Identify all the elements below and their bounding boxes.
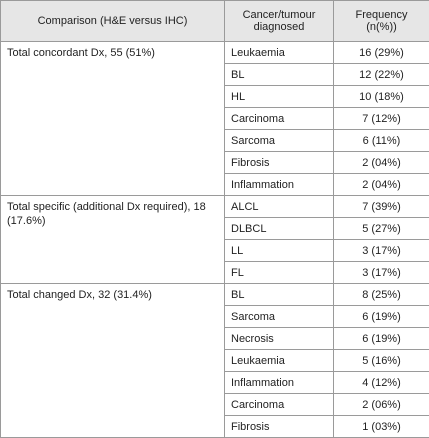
- diagnosis-cell: Carcinoma: [225, 108, 334, 130]
- frequency-cell: 2 (06%): [334, 394, 429, 416]
- frequency-cell: 2 (04%): [334, 152, 429, 174]
- frequency-cell: 3 (17%): [334, 240, 429, 262]
- diagnosis-cell: HL: [225, 86, 334, 108]
- frequency-cell: 2 (04%): [334, 174, 429, 196]
- diagnosis-cell: BL: [225, 64, 334, 86]
- frequency-cell: 1 (03%): [334, 416, 429, 438]
- table-row: Total specific (additional Dx required),…: [1, 196, 429, 218]
- diagnosis-cell: DLBCL: [225, 218, 334, 240]
- diagnosis-cell: BL: [225, 284, 334, 306]
- group-label: Total changed Dx, 32 (31.4%): [1, 284, 225, 438]
- frequency-cell: 12 (22%): [334, 64, 429, 86]
- diagnosis-cell: LL: [225, 240, 334, 262]
- group-label: Total concordant Dx, 55 (51%): [1, 42, 225, 196]
- frequency-cell: 8 (25%): [334, 284, 429, 306]
- diagnosis-cell: Leukaemia: [225, 42, 334, 64]
- header-row: Comparison (H&E versus IHC) Cancer/tumou…: [1, 1, 429, 42]
- diagnosis-cell: Necrosis: [225, 328, 334, 350]
- frequency-cell: 6 (19%): [334, 306, 429, 328]
- diagnosis-cell: ALCL: [225, 196, 334, 218]
- diagnosis-cell: Sarcoma: [225, 306, 334, 328]
- diagnosis-cell: Sarcoma: [225, 130, 334, 152]
- frequency-cell: 3 (17%): [334, 262, 429, 284]
- frequency-cell: 6 (11%): [334, 130, 429, 152]
- diagnosis-cell: Fibrosis: [225, 416, 334, 438]
- header-cell: Cancer/tumour diagnosed: [225, 1, 334, 42]
- frequency-cell: 16 (29%): [334, 42, 429, 64]
- frequency-cell: 10 (18%): [334, 86, 429, 108]
- diagnosis-cell: FL: [225, 262, 334, 284]
- diagnosis-cell: Inflammation: [225, 372, 334, 394]
- diagnosis-cell: Leukaemia: [225, 350, 334, 372]
- group-label: Total specific (additional Dx required),…: [1, 196, 225, 284]
- header-cell: Frequency (n(%)): [334, 1, 429, 42]
- frequency-cell: 6 (19%): [334, 328, 429, 350]
- diagnosis-cell: Carcinoma: [225, 394, 334, 416]
- frequency-cell: 5 (16%): [334, 350, 429, 372]
- diagnosis-cell: Inflammation: [225, 174, 334, 196]
- diagnosis-cell: Fibrosis: [225, 152, 334, 174]
- frequency-cell: 5 (27%): [334, 218, 429, 240]
- header-cell: Comparison (H&E versus IHC): [1, 1, 225, 42]
- frequency-cell: 4 (12%): [334, 372, 429, 394]
- frequency-cell: 7 (39%): [334, 196, 429, 218]
- frequency-cell: 7 (12%): [334, 108, 429, 130]
